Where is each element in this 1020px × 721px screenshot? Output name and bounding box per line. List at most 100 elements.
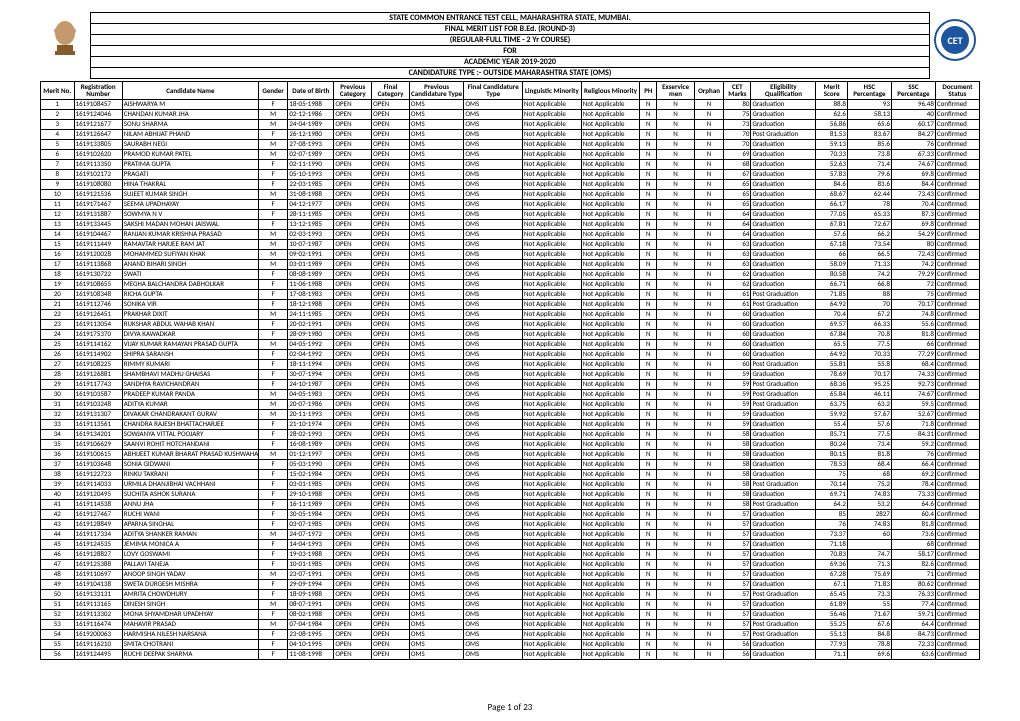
table-cell: Confirmed	[935, 139, 979, 149]
table-cell: 66.17	[816, 199, 847, 209]
table-cell: Not Applicable	[523, 419, 582, 429]
table-cell: Post Graduation	[751, 359, 816, 369]
table-cell: OMS	[409, 569, 463, 579]
table-cell: Graduation	[751, 349, 816, 359]
table-cell: 51	[41, 599, 75, 609]
table-row: 241619175370DIVYA KAWADKARF28-09-1980OPE…	[41, 329, 980, 339]
table-cell: OPEN	[334, 549, 372, 559]
table-cell: OMS	[409, 159, 463, 169]
table-cell: F	[258, 459, 287, 469]
table-cell: 21-10-1974	[288, 419, 334, 429]
table-cell: N	[694, 609, 723, 619]
table-cell: Not Applicable	[581, 629, 640, 639]
table-row: 201619108348RICHA GUPTAF17-08-1983OPENOP…	[41, 289, 980, 299]
table-cell: 65	[724, 189, 751, 199]
table-cell: OMS	[464, 589, 523, 599]
table-cell: 10-01-1985	[288, 559, 334, 569]
table-cell: N	[640, 579, 657, 589]
table-cell: 80.15	[816, 449, 847, 459]
table-cell: OPEN	[334, 579, 372, 589]
table-cell: 63	[724, 249, 751, 259]
table-cell: 25	[41, 339, 75, 349]
table-cell: N	[694, 499, 723, 509]
table-cell: 6	[41, 149, 75, 159]
table-cell: Confirmed	[935, 129, 979, 139]
table-cell: SONIA GIDWANI	[122, 459, 258, 469]
table-cell: OMS	[409, 269, 463, 279]
table-cell: 64.92	[816, 299, 847, 309]
table-cell: 1619108655	[74, 279, 122, 289]
table-cell: 66.4	[891, 459, 935, 469]
table-cell: OMS	[464, 299, 523, 309]
table-cell: OMS	[409, 629, 463, 639]
table-cell: N	[640, 559, 657, 569]
table-cell: 04-12-1977	[288, 199, 334, 209]
table-cell: Not Applicable	[523, 559, 582, 569]
table-cell: OMS	[464, 129, 523, 139]
table-cell: 1619108348	[74, 289, 122, 299]
table-row: 491619104138SWETA DURGESH MISHRAF29-09-1…	[41, 579, 980, 589]
table-cell: OPEN	[334, 339, 372, 349]
table-cell: 63.75	[816, 399, 847, 409]
table-cell: N	[640, 179, 657, 189]
table-cell: N	[694, 319, 723, 329]
table-cell: 46	[41, 549, 75, 559]
table-cell: Graduation	[751, 599, 816, 609]
table-cell: 1619128849	[74, 519, 122, 529]
table-cell: Confirmed	[935, 219, 979, 229]
table-cell: RICHA GUPTA	[122, 289, 258, 299]
table-cell: OMS	[409, 279, 463, 289]
table-cell: SAANVI ROHIT HOTCHANDANI	[122, 439, 258, 449]
table-cell: Not Applicable	[581, 359, 640, 369]
table-cell: 11-08-1998	[288, 649, 334, 659]
table-row: 451619124535JEMIMA MONICA AF14-04-1993OP…	[41, 539, 980, 549]
table-cell: OPEN	[372, 209, 410, 219]
table-cell: OPEN	[334, 469, 372, 479]
table-cell: OPEN	[372, 599, 410, 609]
table-cell: 03-07-1985	[288, 519, 334, 529]
table-cell: 67.18	[816, 239, 847, 249]
table-cell: OPEN	[372, 429, 410, 439]
table-cell: 27	[41, 359, 75, 369]
table-cell: N	[694, 119, 723, 129]
table-cell: Not Applicable	[581, 129, 640, 139]
table-cell: 62	[724, 279, 751, 289]
table-cell: OMS	[409, 289, 463, 299]
table-cell: 95.25	[847, 379, 891, 389]
table-cell: OMS	[464, 369, 523, 379]
table-cell: NILAM ABHIJAT PHAND	[122, 129, 258, 139]
table-row: 301619103587PRADEEP KUMAR PANDAM04-05-19…	[41, 389, 980, 399]
table-cell: Not Applicable	[523, 499, 582, 509]
table-cell: 1619124535	[74, 539, 122, 549]
table-cell: OMS	[464, 549, 523, 559]
table-cell: 75	[891, 289, 935, 299]
table-cell	[847, 539, 891, 549]
table-row: 401619120495SUCHITA ASHOK SURANAF29-10-1…	[41, 489, 980, 499]
table-cell: N	[640, 369, 657, 379]
table-cell: Not Applicable	[523, 409, 582, 419]
table-cell: OMS	[464, 559, 523, 569]
table-cell: 18-05-1988	[288, 99, 334, 109]
table-cell: 70.17	[891, 299, 935, 309]
table-cell: OMS	[409, 179, 463, 189]
table-cell: OMS	[464, 179, 523, 189]
table-cell: 20-07-1986	[288, 399, 334, 409]
table-cell: OMS	[464, 569, 523, 579]
table-cell: OPEN	[372, 129, 410, 139]
table-cell: Not Applicable	[581, 459, 640, 469]
table-cell: 73.33	[891, 489, 935, 499]
table-cell: 07-04-1984	[288, 619, 334, 629]
table-cell: Graduation	[751, 319, 816, 329]
table-cell: OMS	[409, 469, 463, 479]
table-cell: Graduation	[751, 609, 816, 619]
table-cell: M	[258, 139, 287, 149]
table-cell: Graduation	[751, 229, 816, 239]
table-cell: 84.73	[891, 629, 935, 639]
table-cell: 70.4	[816, 309, 847, 319]
table-cell: 53.2	[847, 499, 891, 509]
table-cell: 76	[891, 139, 935, 149]
table-cell: N	[640, 449, 657, 459]
table-cell: Not Applicable	[581, 579, 640, 589]
table-cell: OPEN	[334, 299, 372, 309]
table-cell: 84.27	[891, 129, 935, 139]
